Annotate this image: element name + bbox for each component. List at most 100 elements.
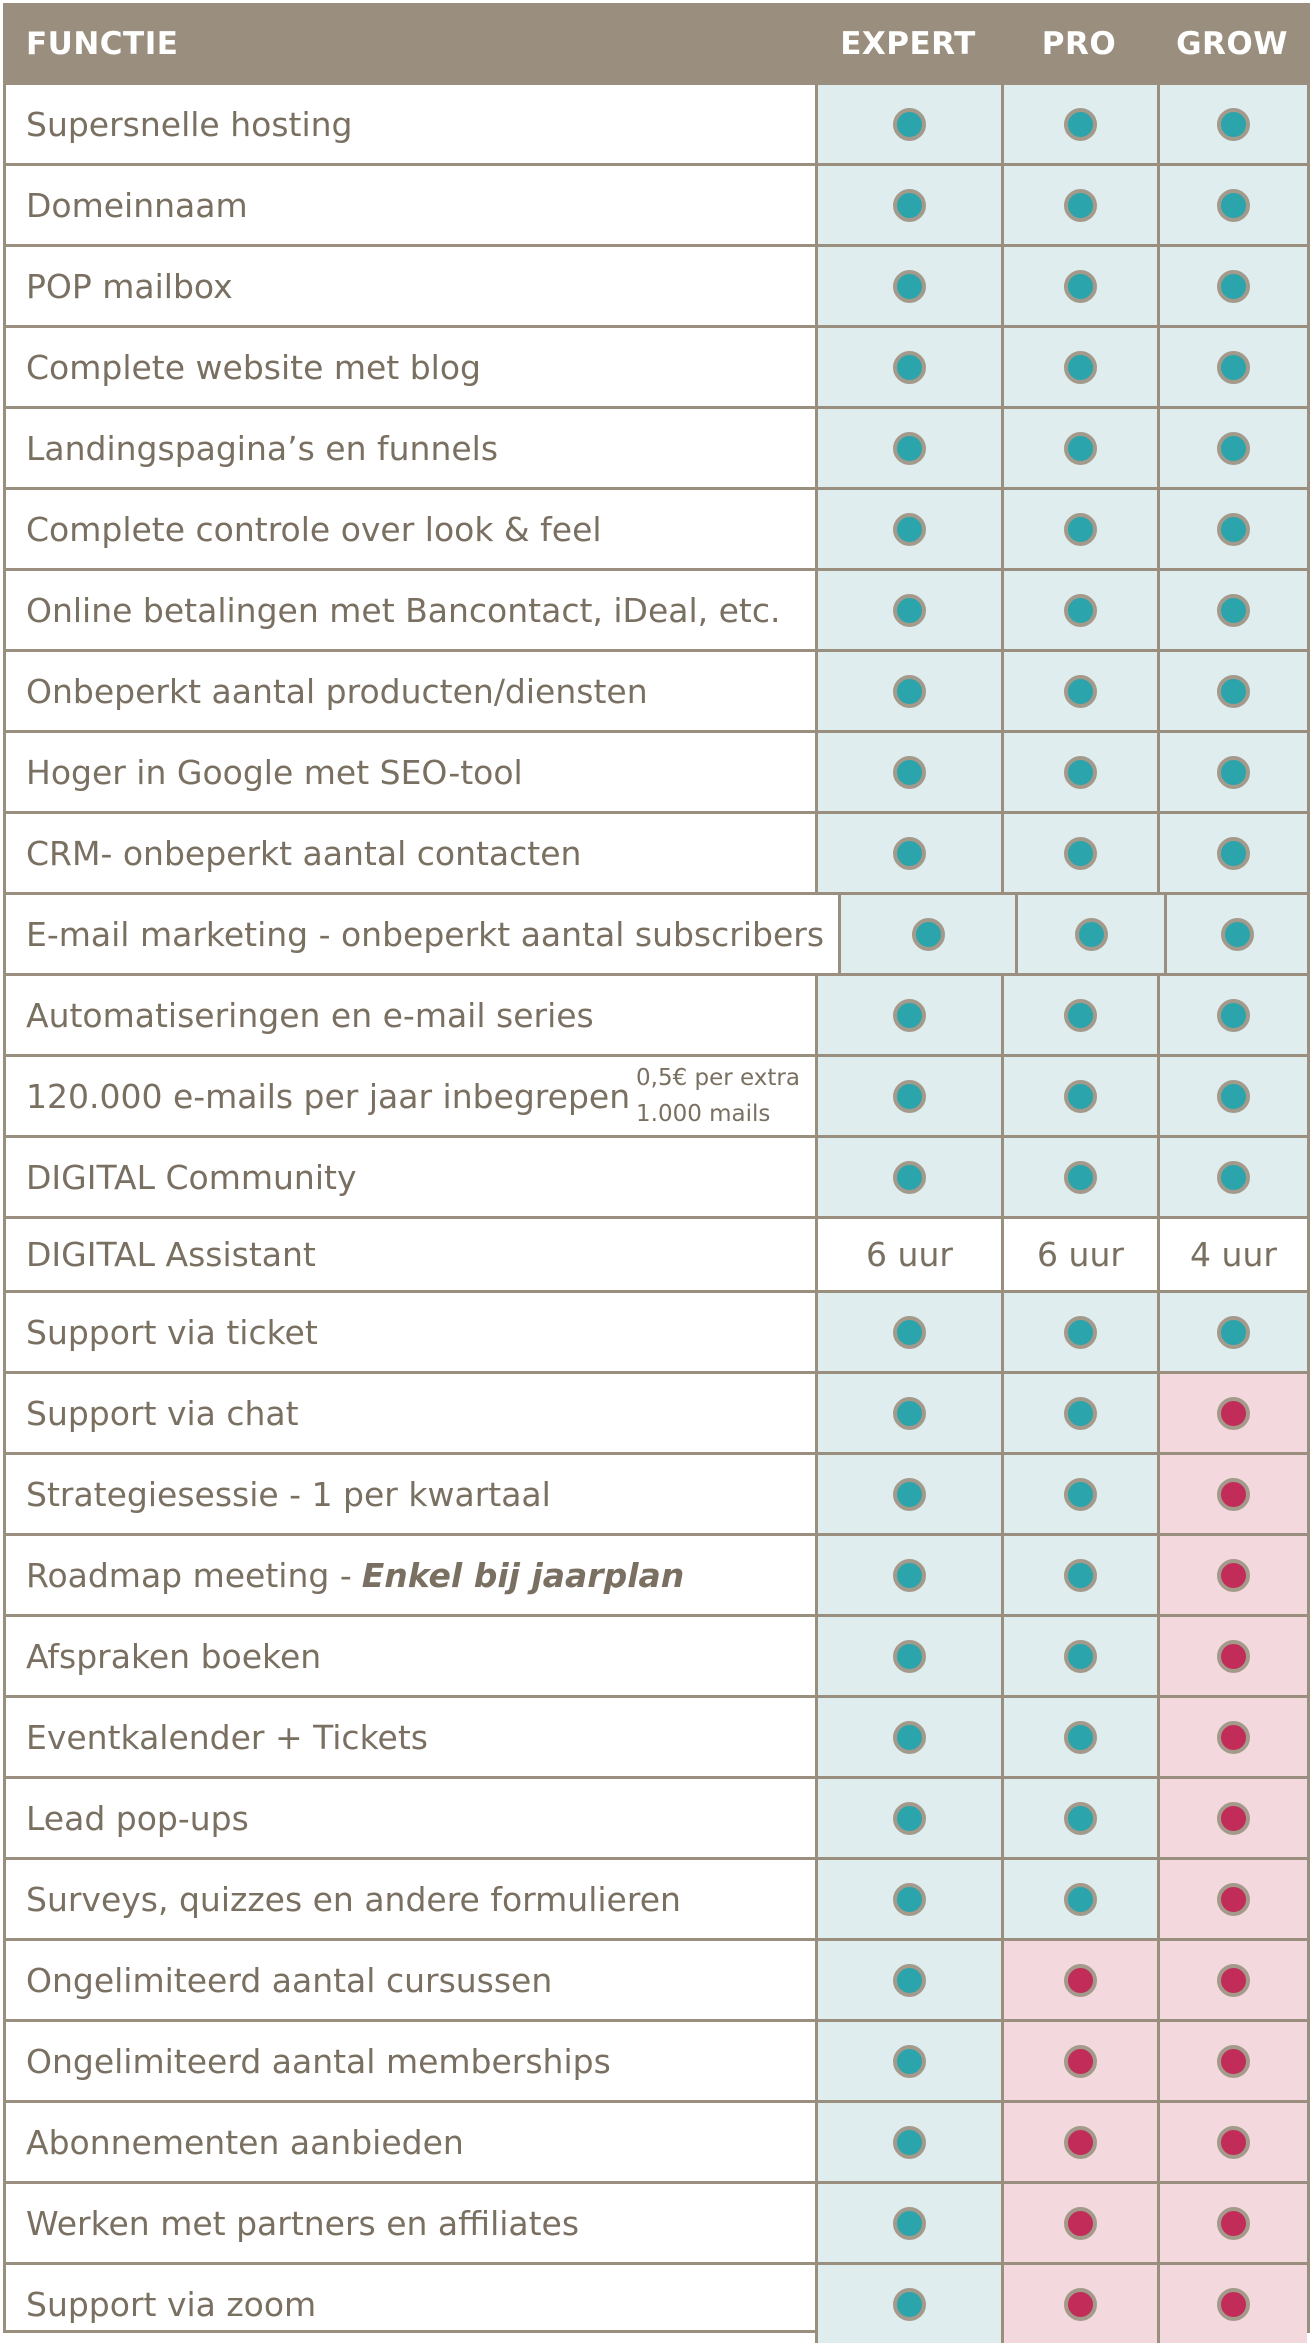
included-dot-icon xyxy=(1064,431,1097,465)
included-dot-icon xyxy=(893,755,926,789)
included-dot-icon xyxy=(1064,998,1097,1032)
cell-grow xyxy=(1157,2103,1307,2181)
included-dot-icon xyxy=(1064,755,1097,789)
included-dot-icon xyxy=(1064,350,1097,384)
included-dot-icon xyxy=(1064,1720,1097,1754)
cell-grow xyxy=(1157,490,1307,568)
cell-expert xyxy=(815,328,1001,406)
feature-name: Complete controle over look & feel xyxy=(26,509,602,549)
included-dot-icon xyxy=(893,2044,926,2078)
cell-expert xyxy=(838,895,1016,973)
included-dot-icon xyxy=(893,1160,926,1194)
table-row: Online betalingen met Bancontact, iDeal,… xyxy=(6,568,1307,649)
included-dot-icon xyxy=(1064,188,1097,222)
feature-label: Eventkalender + Tickets xyxy=(6,1698,815,1776)
cell-pro xyxy=(1001,1293,1157,1371)
cell-grow xyxy=(1157,1941,1307,2019)
cell-pro xyxy=(1001,2184,1157,2262)
cell-pro xyxy=(1001,1057,1157,1135)
included-dot-icon xyxy=(893,2287,926,2321)
included-dot-icon xyxy=(1217,350,1250,384)
feature-name: Abonnementen aanbieden xyxy=(26,2122,464,2162)
table-row: Supersnelle hosting xyxy=(6,82,1307,163)
cell-grow xyxy=(1164,895,1307,973)
table-row: Complete controle over look & feel xyxy=(6,487,1307,568)
included-dot-icon xyxy=(893,593,926,627)
cell-grow xyxy=(1157,1617,1307,1695)
excluded-dot-icon xyxy=(1217,1963,1250,1997)
table-row: Domeinnaam xyxy=(6,163,1307,244)
feature-label: Ongelimiteerd aantal memberships xyxy=(6,2022,815,2100)
feature-name: Surveys, quizzes en andere formulieren xyxy=(26,1879,681,1919)
feature-emphasis: Enkel bij jaarplan xyxy=(361,1555,685,1595)
cell-pro xyxy=(1001,1536,1157,1614)
cell-pro xyxy=(1001,1698,1157,1776)
excluded-dot-icon xyxy=(1217,2125,1250,2159)
excluded-dot-icon xyxy=(1064,2125,1097,2159)
feature-name: DIGITAL Assistant xyxy=(26,1235,316,1274)
cell-grow xyxy=(1157,1860,1307,1938)
excluded-dot-icon xyxy=(1217,1639,1250,1673)
included-dot-icon xyxy=(1064,836,1097,870)
feature-label: Complete controle over look & feel xyxy=(6,490,815,568)
cell-expert xyxy=(815,2103,1001,2181)
cell-pro xyxy=(1001,1138,1157,1216)
feature-label: Lead pop-ups xyxy=(6,1779,815,1857)
cell-grow xyxy=(1157,2184,1307,2262)
included-dot-icon xyxy=(893,2125,926,2159)
included-dot-icon xyxy=(1064,1160,1097,1194)
feature-name: Strategiesessie - 1 per kwartaal xyxy=(26,1474,551,1514)
included-dot-icon xyxy=(1064,1882,1097,1916)
cell-grow xyxy=(1157,328,1307,406)
feature-name: Werken met partners en affiliates xyxy=(26,2203,580,2243)
table-row: Support via chat xyxy=(6,1371,1307,1452)
included-dot-icon xyxy=(1217,512,1250,546)
cell-expert xyxy=(815,490,1001,568)
included-dot-icon xyxy=(1217,836,1250,870)
feature-name: E-mail marketing - onbeperkt aantal subs… xyxy=(26,914,825,954)
included-dot-icon xyxy=(893,512,926,546)
feature-comparison-table: FUNCTIE EXPERT PRO GROW Supersnelle host… xyxy=(3,3,1310,2343)
feature-label: Support via chat xyxy=(6,1374,815,1452)
table-row: Ongelimiteerd aantal memberships xyxy=(6,2019,1307,2100)
cell-expert xyxy=(815,1860,1001,1938)
included-dot-icon xyxy=(893,1396,926,1430)
included-dot-icon xyxy=(1217,1079,1250,1113)
cell-expert xyxy=(815,166,1001,244)
included-dot-icon xyxy=(1064,1477,1097,1511)
cell-grow xyxy=(1157,1293,1307,1371)
included-dot-icon xyxy=(1217,431,1250,465)
cell-expert xyxy=(815,1941,1001,2019)
cell-pro xyxy=(1001,1860,1157,1938)
feature-note: 0,5€ per extra 1.000 mails xyxy=(636,1065,800,1127)
table-body: Supersnelle hosting Domeinnaam POP mailbox… xyxy=(6,82,1307,2343)
cell-pro: 6 uur xyxy=(1001,1219,1157,1290)
included-dot-icon xyxy=(1217,188,1250,222)
included-dot-icon xyxy=(1217,593,1250,627)
cell-expert xyxy=(815,1374,1001,1452)
feature-label: POP mailbox xyxy=(6,247,815,325)
feature-name: Automatiseringen en e-mail series xyxy=(26,995,594,1035)
feature-name: Support via ticket xyxy=(26,1312,318,1352)
feature-name: Lead pop-ups xyxy=(26,1798,249,1838)
cell-grow xyxy=(1157,976,1307,1054)
cell-pro xyxy=(1001,328,1157,406)
feature-label: Landingspagina’s en funnels xyxy=(6,409,815,487)
excluded-dot-icon xyxy=(1217,1720,1250,1754)
included-dot-icon xyxy=(1064,1801,1097,1835)
table-row: E-mail marketing - onbeperkt aantal subs… xyxy=(6,892,1307,973)
feature-name: Onbeperkt aantal producten/diensten xyxy=(26,671,648,711)
cell-grow xyxy=(1157,652,1307,730)
included-dot-icon xyxy=(1064,1079,1097,1113)
cell-grow xyxy=(1157,85,1307,163)
excluded-dot-icon xyxy=(1217,2287,1250,2321)
cell-expert xyxy=(815,1057,1001,1135)
cell-expert xyxy=(815,1138,1001,1216)
included-dot-icon xyxy=(893,1315,926,1349)
feature-name: Roadmap meeting - xyxy=(26,1555,352,1595)
excluded-dot-icon xyxy=(1217,2044,1250,2078)
cell-grow xyxy=(1157,814,1307,892)
included-dot-icon xyxy=(1064,1558,1097,1592)
feature-label: Strategiesessie - 1 per kwartaal xyxy=(6,1455,815,1533)
included-dot-icon xyxy=(893,1639,926,1673)
